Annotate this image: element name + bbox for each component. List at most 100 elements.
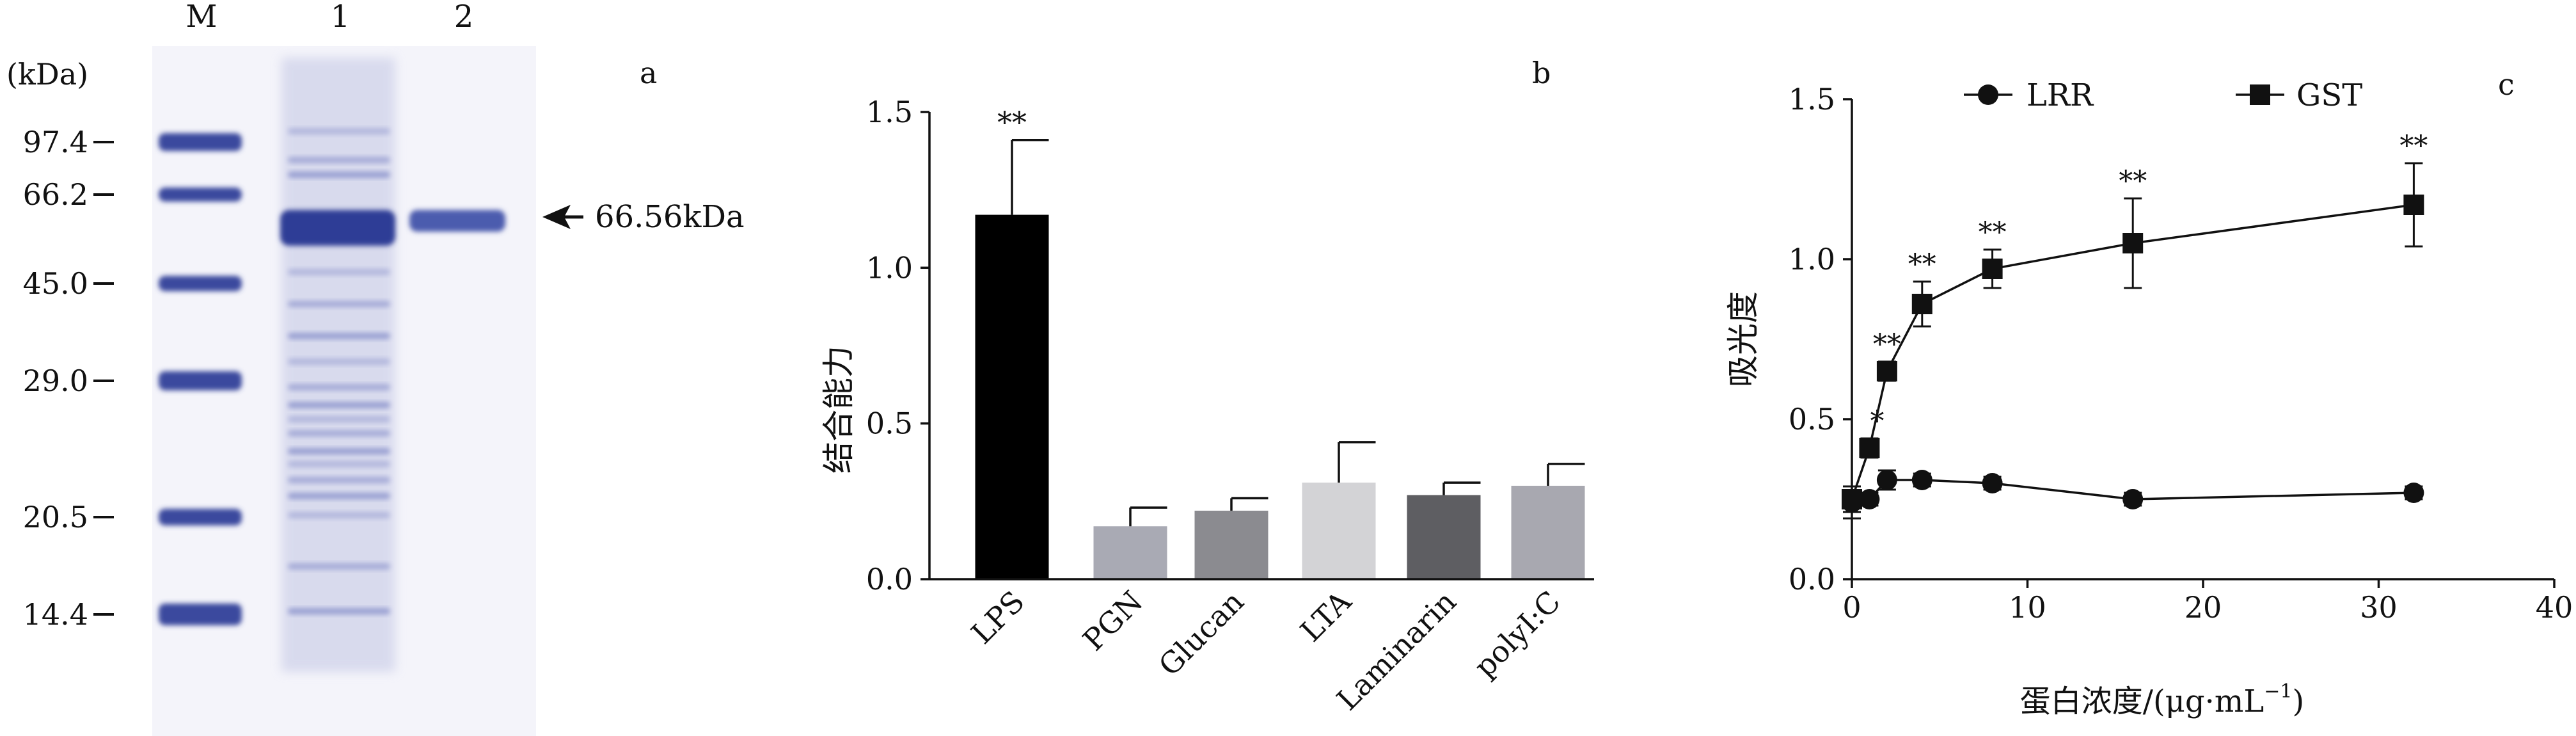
lane-1-minor-bands bbox=[288, 128, 390, 614]
x-tick-label: 10 bbox=[2009, 590, 2046, 625]
significance-label: * bbox=[1870, 405, 1884, 438]
x-tick-label: LPS bbox=[965, 584, 1031, 651]
x-tick-label: PGN bbox=[1076, 584, 1150, 658]
y-tick-label: 0.5 bbox=[1789, 402, 1835, 436]
y-tick-label: 0.0 bbox=[866, 562, 913, 596]
x-tick-label: 20 bbox=[2185, 590, 2222, 625]
point-marker bbox=[1859, 438, 1880, 458]
lane-1-minor-band bbox=[288, 416, 390, 422]
marker-band bbox=[159, 276, 242, 291]
y-tick-label: 1.0 bbox=[1789, 242, 1835, 276]
point-marker bbox=[1911, 294, 1932, 314]
marker-band bbox=[159, 371, 242, 390]
lane-1-minor-band bbox=[288, 358, 390, 365]
chart-c-plot: *********** bbox=[1842, 130, 2428, 520]
point-marker bbox=[2403, 195, 2424, 215]
y-tick-label: 1.0 bbox=[866, 250, 913, 285]
marker-band bbox=[159, 604, 242, 625]
bar bbox=[1407, 495, 1481, 579]
significance-label: ** bbox=[1979, 216, 2007, 249]
xlabel-c-main: 蛋白浓度/(μg·mL bbox=[2020, 684, 2264, 719]
y-tick-label: 0.0 bbox=[1789, 562, 1835, 596]
point-marker bbox=[2122, 489, 2144, 509]
point-marker bbox=[1982, 473, 2003, 493]
significance-label: ** bbox=[1908, 248, 1936, 281]
x-tick-label: 40 bbox=[2536, 590, 2573, 625]
significance-label: ** bbox=[2399, 130, 2428, 163]
xlabel-c: 蛋白浓度/(μg·mL−1) bbox=[2020, 680, 2304, 719]
bar bbox=[975, 214, 1049, 580]
marker-ladder bbox=[159, 133, 242, 625]
marker-band bbox=[159, 509, 242, 525]
point-marker bbox=[1978, 84, 1998, 105]
lane-1-minor-band bbox=[288, 512, 390, 518]
significance-label: ** bbox=[997, 105, 1027, 140]
point-marker bbox=[1876, 361, 1897, 381]
marker-label: 20.5 bbox=[23, 500, 88, 534]
lane-1-minor-band bbox=[288, 157, 390, 163]
lane-1-major-band bbox=[280, 210, 395, 246]
lane-label-1: 1 bbox=[331, 0, 351, 35]
lane-1-minor-band bbox=[288, 493, 390, 499]
marker-band bbox=[159, 188, 242, 202]
panel-c: c 吸光度 蛋白浓度/(μg·mL−1) LRR GST 0.0 0.5 1.0 1.5… bbox=[1725, 67, 2573, 719]
point-marker bbox=[1982, 259, 2003, 279]
lane-1-minor-band bbox=[288, 172, 390, 178]
point-marker bbox=[1842, 489, 1862, 509]
point-marker bbox=[1859, 489, 1880, 509]
x-tick-label: Glucan bbox=[1152, 584, 1251, 683]
x-tick-label: 0 bbox=[1842, 590, 1861, 625]
lane-2-target-band bbox=[409, 210, 505, 232]
bar bbox=[1511, 486, 1585, 579]
point-marker bbox=[1876, 470, 1897, 490]
x-tick-label: LTA bbox=[1293, 584, 1358, 648]
significance-label: ** bbox=[2119, 165, 2147, 198]
panel-label-a: a bbox=[640, 56, 657, 90]
lane-label-2: 2 bbox=[454, 0, 474, 35]
ylabel-b: 结合能力 bbox=[820, 346, 857, 474]
lane-label-m: M bbox=[186, 0, 217, 35]
marker-label: 97.4 bbox=[23, 125, 88, 159]
chart-c-axes: 0.0 0.5 1.0 1.5 0 10 20 30 40 bbox=[1789, 82, 2573, 625]
lane-1-minor-band bbox=[288, 430, 390, 436]
lane-1-minor-band bbox=[288, 402, 390, 408]
panel-label-b: b bbox=[1532, 56, 1551, 90]
marker-label: 66.2 bbox=[23, 177, 88, 212]
bar bbox=[1194, 510, 1268, 579]
lane-1-minor-band bbox=[288, 563, 390, 570]
lane-1-minor-band bbox=[288, 269, 390, 275]
lane-1-minor-band bbox=[288, 477, 390, 483]
lane-1-minor-band bbox=[288, 333, 390, 339]
marker-band bbox=[159, 133, 242, 151]
marker-labels: 97.4 66.2 45.0 29.0 20.5 14.4 bbox=[23, 125, 114, 632]
lane-1-minor-band bbox=[288, 384, 390, 390]
legend-label: LRR bbox=[2027, 77, 2094, 113]
legend-label: GST bbox=[2296, 77, 2362, 113]
bar bbox=[1302, 483, 1376, 579]
bar bbox=[1093, 526, 1167, 579]
lane-1-minor-band bbox=[288, 448, 390, 454]
panel-label-c: c bbox=[2498, 67, 2515, 102]
band-annotation: 66.56kDa bbox=[595, 199, 745, 235]
chart-c-legend: LRR GST bbox=[1964, 77, 2362, 113]
ylabel-c: 吸光度 bbox=[1725, 291, 1762, 387]
point-marker bbox=[2403, 483, 2424, 503]
panel-a: M 1 2 (kDa) a 66.56kDa 97.4 66.2 45.0 29.0 2… bbox=[6, 0, 745, 736]
point-marker bbox=[2250, 84, 2270, 105]
marker-label: 14.4 bbox=[23, 597, 88, 632]
significance-label: ** bbox=[1873, 328, 1901, 361]
point-marker bbox=[2122, 233, 2144, 253]
xlabel-c-sup: −1 bbox=[2264, 680, 2292, 703]
x-tick-label: 30 bbox=[2360, 590, 2398, 625]
marker-label: 45.0 bbox=[23, 266, 88, 301]
xlabel-c-end: ) bbox=[2292, 684, 2304, 719]
lane-1-minor-band bbox=[288, 608, 390, 614]
lane-1-sample bbox=[280, 58, 395, 672]
band-arrow bbox=[542, 205, 583, 229]
marker-label: 29.0 bbox=[23, 364, 88, 398]
point-marker bbox=[1911, 470, 1932, 490]
lane-1-minor-band bbox=[288, 461, 390, 467]
x-tick-label: polyI:C bbox=[1467, 584, 1567, 684]
